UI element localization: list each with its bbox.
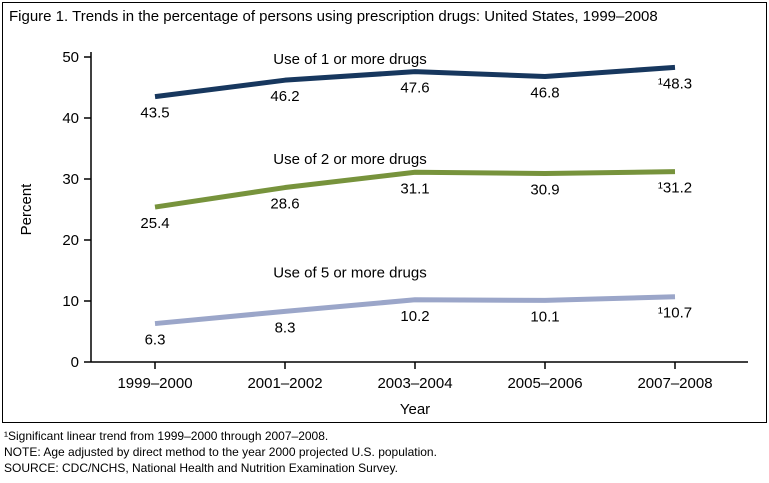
series-name-label-3: Use of 5 or more drugs <box>273 265 426 282</box>
y-axis-label: Percent <box>18 183 35 236</box>
point-label: 6.3 <box>145 332 166 349</box>
x-tick-label: 1999–2000 <box>117 375 192 392</box>
series-name-label-2: Use of 2 or more drugs <box>273 151 426 168</box>
point-label: ¹10.7 <box>658 305 692 322</box>
point-label: ¹31.2 <box>658 180 692 197</box>
figure-title: Figure 1. Trends in the percentage of pe… <box>9 8 658 25</box>
y-tick-label: 20 <box>62 232 79 249</box>
point-label: 31.1 <box>400 180 429 197</box>
point-label: 46.2 <box>270 88 299 105</box>
footnote-significant-trend: ¹Significant linear trend from 1999–2000… <box>4 429 329 443</box>
x-tick-label: 2003–2004 <box>377 375 452 392</box>
series-name-label-1: Use of 1 or more drugs <box>273 51 426 68</box>
point-label: 8.3 <box>275 319 296 336</box>
footnote-note: NOTE: Age adjusted by direct method to t… <box>4 444 437 459</box>
point-label: 47.6 <box>400 80 429 97</box>
y-tick-label: 40 <box>62 110 79 127</box>
point-label: 30.9 <box>530 182 559 199</box>
point-label: 10.1 <box>530 308 559 325</box>
point-label: 10.2 <box>400 308 429 325</box>
y-tick-label: 0 <box>71 354 79 371</box>
footnotes: ¹Significant linear trend from 1999–2000… <box>4 429 769 476</box>
x-tick-label: 2007–2008 <box>637 375 712 392</box>
series-line-3 <box>154 294 676 327</box>
point-label: ¹48.3 <box>658 75 692 92</box>
point-label: 25.4 <box>140 215 169 232</box>
point-label: 46.8 <box>530 85 559 102</box>
point-label: 43.5 <box>140 105 169 122</box>
x-tick-label: 2005–2006 <box>507 375 582 392</box>
x-tick-label: 2001–2002 <box>247 375 322 392</box>
point-label: 28.6 <box>270 196 299 213</box>
footnote-source: SOURCE: CDC/NCHS, National Health and Nu… <box>4 460 398 475</box>
y-tick-label: 10 <box>62 293 79 310</box>
y-tick-label: 30 <box>62 171 79 188</box>
y-tick-label: 50 <box>62 49 79 66</box>
line-chart: 0 10 20 30 40 50 1999–2000 2001–2002 2003–2004 20… <box>18 49 748 418</box>
series-line-1 <box>154 64 676 100</box>
series-line-2 <box>154 169 676 210</box>
figure-box: Figure 1. Trends in the percentage of pe… <box>2 2 767 423</box>
x-axis-label: Year <box>400 401 430 418</box>
